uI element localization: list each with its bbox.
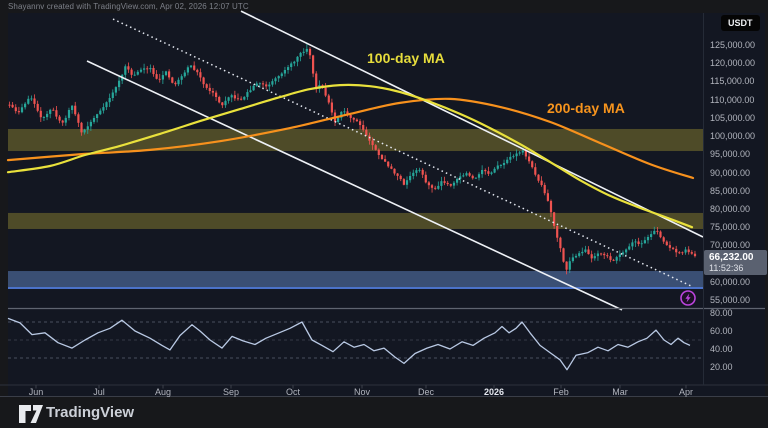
watermark-text: Shayannv created with TradingView.com, A… — [8, 2, 249, 11]
ma200-label: 200-day MA — [547, 100, 625, 116]
last-price-label: 66,232.00 11:52:36 — [704, 250, 767, 275]
price-chart-canvas[interactable] — [0, 0, 768, 397]
channel-line-lower[interactable] — [86, 60, 623, 311]
footer-bar: TradingView — [0, 398, 768, 428]
channel-line-upper[interactable] — [240, 10, 704, 238]
boost-lightning-icon[interactable] — [679, 289, 697, 307]
bar-countdown-timer: 11:52:36 — [709, 263, 744, 273]
quote-currency-badge[interactable]: USDT — [721, 15, 760, 31]
rsi-line — [7, 317, 691, 371]
candlestick-series — [8, 44, 697, 275]
resistance-zone-mid — [8, 212, 703, 229]
support-zone-blue — [8, 271, 703, 289]
last-price-value: 66,232.00 — [709, 252, 754, 263]
mid-trendline[interactable] — [112, 18, 694, 288]
ma100-line — [6, 83, 694, 229]
ma200-line — [6, 97, 695, 180]
brand-name[interactable]: TradingView — [46, 404, 135, 421]
tradingview-logo-icon[interactable] — [18, 404, 44, 424]
ma100-label: 100-day MA — [367, 50, 445, 66]
